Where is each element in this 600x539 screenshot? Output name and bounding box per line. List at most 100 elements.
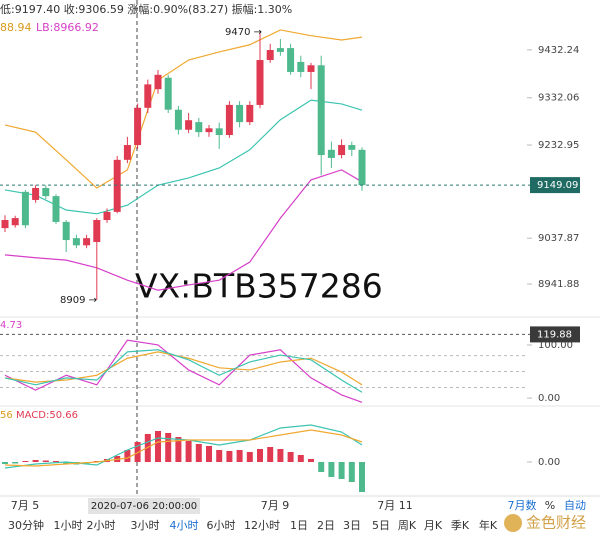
tab[interactable]: 3日 <box>343 519 361 532</box>
candle-body <box>225 104 233 136</box>
tab[interactable]: 1小时 <box>54 519 83 532</box>
candle-body <box>307 65 315 72</box>
candle-body <box>297 61 305 72</box>
indicator-line <box>4 169 363 291</box>
macd-bar <box>277 449 284 462</box>
candle-body <box>32 188 40 200</box>
candle-body <box>1 220 9 229</box>
y-tick-label: 9037.87 <box>538 233 579 244</box>
y-tick-label: 9232.95 <box>538 140 579 151</box>
logo: 金色财经 <box>526 514 586 532</box>
tab[interactable]: 3小时 <box>131 519 160 532</box>
watermark: VX:BTB357286 <box>135 267 383 306</box>
macd-label: MACD:50.66 <box>16 410 78 421</box>
y-tick-label: 9332.06 <box>538 93 579 104</box>
x-label: 7月 9 <box>261 499 290 512</box>
macd-bar <box>308 459 314 462</box>
candle-body <box>83 238 91 246</box>
macd-bar <box>12 462 19 464</box>
macd-bar <box>348 462 355 482</box>
tab[interactable]: 6小时 <box>207 519 236 532</box>
candle-body <box>113 159 121 212</box>
axis-option[interactable]: % <box>545 499 555 512</box>
candle-body <box>123 145 131 160</box>
candle-body <box>317 65 325 156</box>
indicator-line <box>4 429 363 467</box>
y-tick-label: 9432.24 <box>538 45 579 56</box>
candle-body <box>21 191 29 226</box>
tab[interactable]: 30分钟 <box>8 518 44 532</box>
candle-body <box>276 48 284 52</box>
macd-label: 56 <box>0 410 13 421</box>
macd-bar <box>155 431 161 462</box>
macd-bar <box>42 460 49 462</box>
tab[interactable]: 1日 <box>290 519 308 532</box>
tab[interactable]: 季K <box>451 519 470 532</box>
macd-bar <box>124 450 131 462</box>
y-tick-label: 100.00 <box>538 340 573 351</box>
tab[interactable]: 周K <box>398 519 417 532</box>
candle-body <box>11 218 19 226</box>
candle-body <box>327 149 335 158</box>
candle-body <box>72 238 80 246</box>
candle-body <box>215 128 223 136</box>
candle-body <box>93 220 101 242</box>
cursor-label: 119.88 <box>537 329 572 340</box>
macd-bar <box>236 450 243 462</box>
macd-bar <box>287 452 294 462</box>
macd-bar <box>195 444 202 462</box>
band-text: 88.94 <box>0 21 32 34</box>
macd-bar <box>175 437 182 462</box>
tab[interactable]: 2日 <box>317 519 335 532</box>
tab[interactable]: 5日 <box>372 519 390 532</box>
macd-bar <box>165 433 172 462</box>
candle-body <box>195 122 203 133</box>
x-label: 7月 11 <box>377 499 413 512</box>
tab[interactable]: 月K <box>424 519 443 532</box>
x-label: 7月 5 <box>11 499 40 512</box>
candle-body <box>154 74 162 90</box>
indicator-line <box>4 339 363 403</box>
candle-body <box>185 120 193 130</box>
annotation: 8909 → <box>60 295 97 306</box>
tab[interactable]: 12小时 <box>244 519 280 532</box>
logo-icon <box>504 514 522 532</box>
macd-bar <box>318 462 325 472</box>
candle-body <box>348 145 356 150</box>
macd-bar <box>185 441 192 462</box>
macd-bar <box>297 455 304 462</box>
tabs: 30分钟 1小时 2小时 3小时 4小时 6小时 12小时 1日 2日 3日 5日 周K 月K 季K 年K <box>8 518 498 532</box>
macd-bar <box>257 449 263 462</box>
candle-body <box>52 196 60 222</box>
tab[interactable]: 2小时 <box>87 519 116 532</box>
macd-bar <box>359 462 365 492</box>
macd-bar <box>2 462 8 464</box>
macd-bar <box>267 447 274 462</box>
candle-body <box>164 77 172 110</box>
candle-body <box>358 149 366 186</box>
candle-body <box>236 104 244 123</box>
candle-body <box>103 211 111 221</box>
macd-bar <box>32 460 39 462</box>
macd-bar <box>226 451 233 462</box>
candle-body <box>256 60 264 105</box>
macd-bar <box>246 452 253 462</box>
candle-body <box>266 49 274 61</box>
indicator-line <box>4 29 363 189</box>
axis-option[interactable]: 自动 <box>564 499 586 512</box>
macd-bar <box>328 462 335 477</box>
indicator-line <box>4 351 363 386</box>
candle-body <box>205 128 213 133</box>
band-text: LB:8966.92 <box>36 21 99 34</box>
candle-body <box>246 104 254 123</box>
candle-body <box>144 84 152 108</box>
last-price-label: 9149.09 <box>537 180 578 191</box>
tab[interactable]: 年K <box>479 518 498 532</box>
tab[interactable]: 4小时 <box>170 519 199 532</box>
axis-option[interactable]: 7月数 <box>508 499 537 512</box>
cursor-date: 2020-07-06 20:00:00 <box>91 501 197 512</box>
macd-bar <box>216 450 223 462</box>
candle-body <box>62 221 70 241</box>
indicator-line <box>4 349 363 393</box>
y-tick-label: 8941.88 <box>538 279 579 290</box>
